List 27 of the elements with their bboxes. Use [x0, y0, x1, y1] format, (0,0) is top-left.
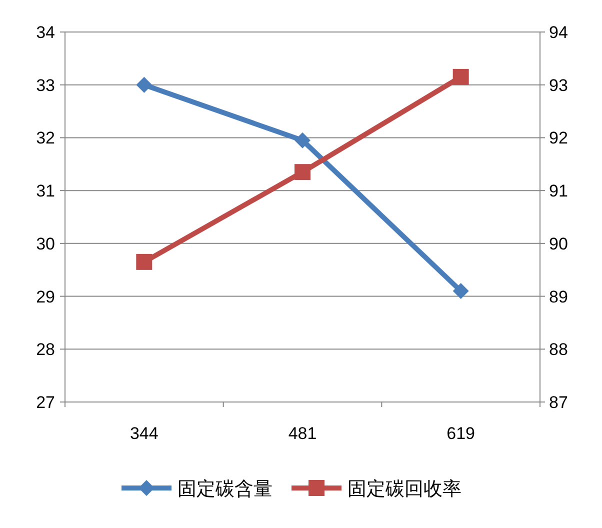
y-tick-label: 34: [36, 23, 55, 42]
y2-tick-label: 92: [549, 128, 568, 148]
y2-tick-label: 87: [549, 393, 568, 412]
legend-label: 固定碳回收率: [348, 478, 462, 500]
y2-tick-label: 88: [549, 340, 568, 360]
x-tick-label: 344: [130, 424, 158, 443]
y2-tick-label: 90: [549, 234, 568, 254]
legend-label: 固定碳含量: [178, 478, 272, 500]
point: [452, 68, 469, 85]
point: [136, 76, 152, 93]
y-tick-label: 30: [36, 234, 55, 254]
y-tick-label: 29: [36, 287, 55, 306]
y-tick-label: 33: [36, 76, 55, 95]
point: [294, 164, 310, 180]
point: [452, 283, 469, 299]
y-tick-label: 31: [36, 182, 55, 201]
y-tick-label: 27: [36, 393, 55, 412]
y2-tick-label: 91: [549, 182, 568, 201]
y2-tick-label: 93: [549, 76, 568, 95]
y-tick-label: 32: [36, 128, 55, 148]
y2-tick-label: 89: [549, 287, 568, 306]
point: [136, 254, 152, 270]
point: [294, 132, 310, 148]
y2-tick-label: 94: [549, 23, 568, 42]
x-tick-label: 481: [288, 424, 317, 443]
x-tick-label: 619: [446, 424, 476, 443]
y-tick-label: 28: [36, 340, 55, 360]
